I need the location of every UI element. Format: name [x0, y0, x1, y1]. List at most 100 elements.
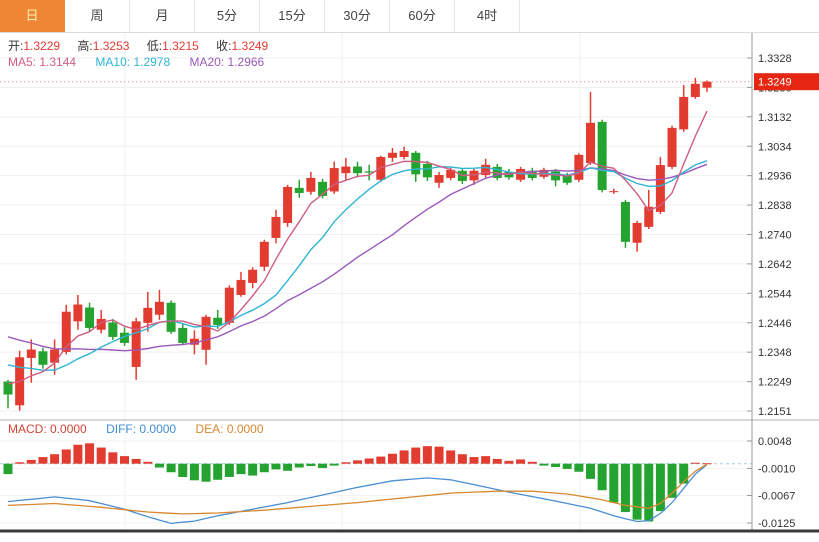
open-label: 开:: [8, 39, 24, 53]
macd-bar: [15, 462, 25, 464]
macd-bar: [586, 463, 595, 479]
macd-bar: [492, 458, 502, 464]
tab-4时[interactable]: 4时: [455, 0, 520, 32]
candle-body: [364, 171, 374, 173]
candle-body: [399, 150, 409, 157]
price-axis-label: 1.2642: [758, 259, 792, 271]
candle-body: [271, 216, 281, 238]
high-value: 1.3253: [92, 39, 130, 53]
candle-body: [201, 316, 211, 350]
macd-bar: [481, 456, 491, 464]
macd-bar: [61, 449, 71, 464]
candle-body: [85, 307, 95, 328]
macd-bar: [620, 463, 630, 513]
macd-bar: [213, 463, 223, 480]
macd-bar: [143, 461, 153, 464]
candle-body: [96, 318, 106, 330]
macd-bar: [189, 463, 199, 481]
candle-body: [120, 332, 129, 343]
macd-bar: [469, 457, 479, 464]
diff-legend: DIFF: 0.0000: [106, 422, 176, 436]
candle-body: [236, 279, 246, 295]
macd-bar: [516, 459, 526, 464]
macd-legend-row: MACD: 0.0000 DIFF: 0.0000 DEA: 0.0000: [8, 422, 264, 436]
candle-body: [620, 201, 630, 242]
macd-axis-label: -0.0067: [758, 490, 795, 502]
candle-body: [294, 187, 304, 193]
ma5-line: [7, 110, 708, 385]
macd-bar: [73, 444, 83, 464]
candle-body: [667, 127, 677, 167]
macd-bar: [702, 463, 712, 465]
macd-bar: [353, 460, 362, 464]
macd-bar: [283, 463, 293, 471]
ma10-line: [7, 160, 708, 372]
macd-bar: [644, 463, 654, 522]
macd-bar: [446, 450, 456, 464]
macd-bar: [341, 462, 351, 464]
price-axis-label: 1.2740: [758, 230, 792, 242]
price-axis-label: 1.2249: [758, 377, 792, 389]
candle-body: [655, 165, 665, 212]
candle-body: [411, 152, 421, 175]
candle-body: [73, 304, 83, 322]
tab-15分[interactable]: 15分: [260, 0, 325, 32]
candle-body: [306, 177, 316, 192]
macd-bar: [411, 447, 421, 464]
macd-legend: MACD: 0.0000: [8, 422, 87, 436]
candle-body: [26, 349, 36, 358]
macd-bar: [609, 463, 619, 503]
macd-bar: [294, 463, 304, 468]
macd-bar: [236, 463, 246, 475]
close-value: 1.3249: [231, 39, 269, 53]
macd-bar: [166, 463, 176, 473]
candle-body: [574, 154, 584, 180]
candle-body: [248, 269, 258, 283]
ma20-legend: MA20: 1.2966: [189, 55, 264, 69]
dea-label: DEA:: [195, 422, 224, 436]
candle-body: [422, 163, 432, 178]
macd-bar: [364, 458, 374, 464]
candle-body: [446, 169, 456, 178]
tab-60分[interactable]: 60分: [390, 0, 455, 32]
candle-body: [189, 338, 199, 345]
candle-body: [434, 174, 444, 183]
macd-bar: [178, 463, 188, 477]
candle-body: [609, 191, 619, 193]
low-value: 1.3215: [162, 39, 199, 53]
macd-bar: [248, 463, 258, 476]
current-price-badge: [754, 73, 819, 91]
macd-bar: [224, 463, 234, 477]
macd-bar: [154, 463, 164, 468]
candle-body: [702, 81, 712, 88]
candle-body: [387, 152, 397, 158]
candle-body: [166, 302, 176, 332]
candle-body: [329, 168, 339, 192]
ma-legend-row: MA5: 1.3144 MA10: 1.2978 MA20: 1.2966: [8, 55, 264, 69]
price-axis-label: 1.3034: [758, 141, 792, 153]
ma10-label: MA10:: [95, 55, 131, 69]
tab-周[interactable]: 周: [65, 0, 130, 32]
price-axis-label: 1.2348: [758, 347, 792, 359]
tab-5分[interactable]: 5分: [195, 0, 260, 32]
macd-bar: [527, 461, 537, 464]
macd-bar: [131, 458, 141, 464]
candle-body: [154, 301, 164, 315]
diff-label: DIFF:: [106, 422, 137, 436]
candle-body: [469, 170, 479, 181]
candle-body: [481, 164, 491, 175]
tab-日[interactable]: 日: [0, 0, 65, 32]
candle-body: [562, 175, 572, 183]
price-axis-label: 1.2151: [758, 406, 792, 418]
candle-body: [341, 166, 351, 174]
tab-30分[interactable]: 30分: [325, 0, 390, 32]
candles-group: [3, 77, 712, 411]
tab-月[interactable]: 月: [130, 0, 195, 32]
candle-body: [143, 307, 153, 323]
macd-bar: [376, 456, 386, 464]
diff-value: 0.0000: [139, 422, 177, 436]
macd-bar: [574, 463, 584, 472]
candle-body: [50, 349, 60, 363]
